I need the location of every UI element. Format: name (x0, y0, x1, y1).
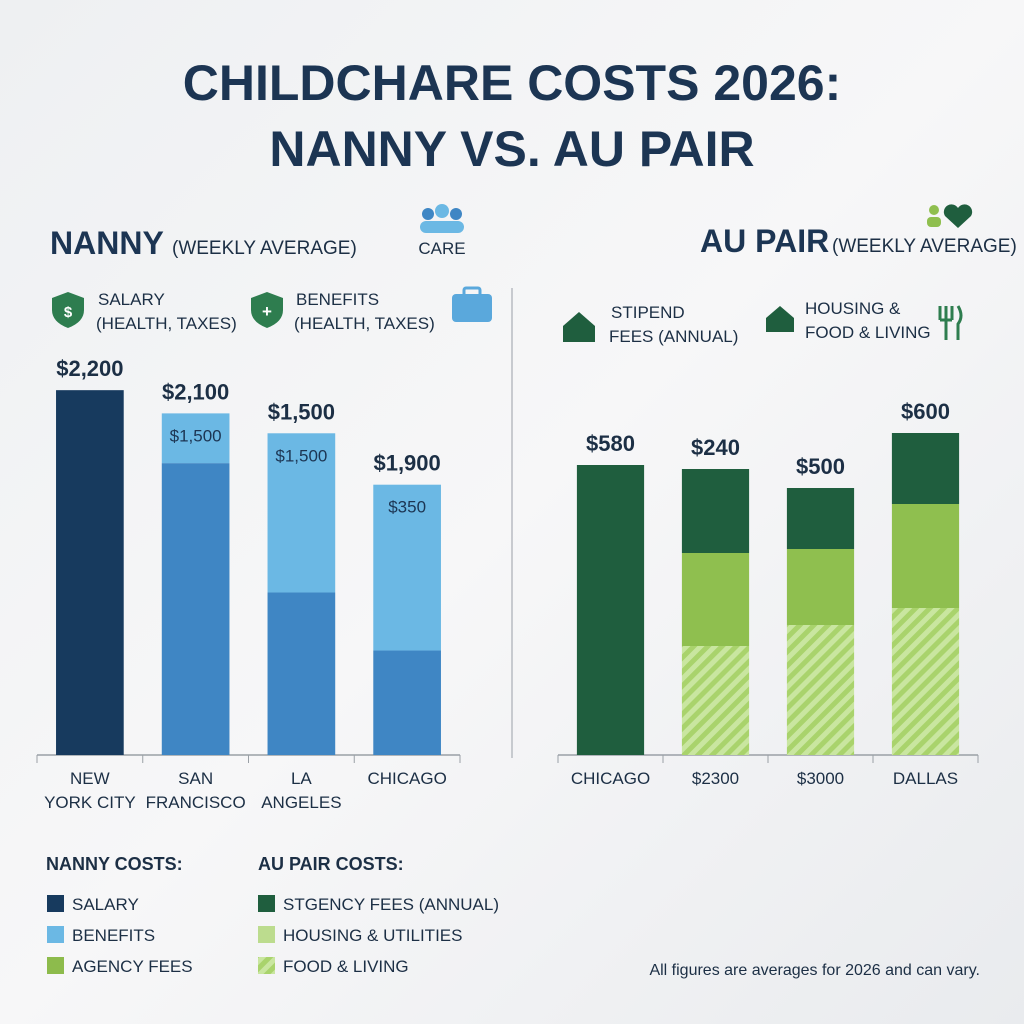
value-label: $1,900 (373, 451, 440, 476)
legend-swatch (47, 957, 64, 974)
x-tick-label: FRANCISCO (146, 793, 246, 812)
bar-segment (891, 608, 960, 755)
x-tick-label: CHICAGO (367, 769, 446, 788)
icon-label: (HEALTH, TAXES) (96, 314, 237, 333)
x-tick-label: CHICAGO (571, 769, 650, 788)
icon-label: (HEALTH, TAXES) (294, 314, 435, 333)
x-tick-label: LA (291, 769, 312, 788)
value-label: $580 (586, 431, 635, 456)
section-heading: NANNY (50, 225, 164, 261)
value-label: $2,100 (162, 379, 229, 404)
bar-segment (891, 433, 960, 504)
x-tick-label: $2300 (692, 769, 739, 788)
x-tick-label: NEW (70, 769, 110, 788)
section-subheading: (WEEKLY AVERAGE) (832, 236, 1017, 257)
legend-swatch (258, 957, 275, 974)
bar-segment (161, 413, 230, 464)
care-icon (420, 204, 464, 233)
title-line: NANNY VS. AU PAIR (269, 121, 754, 177)
x-tick-label: $3000 (797, 769, 844, 788)
icon-label: STIPEND (611, 303, 685, 322)
legend-label: AGENCY FEES (72, 957, 193, 976)
legend-swatch (47, 926, 64, 943)
legend-label: FOOD & LIVING (283, 957, 409, 976)
value-label: $2,200 (56, 356, 123, 381)
legend-swatch (47, 895, 64, 912)
inner-label: $1,500 (170, 426, 222, 445)
family-icon (927, 204, 973, 228)
legend-swatch (258, 895, 275, 912)
section-subheading: (WEEKLY AVERAGE) (172, 238, 357, 259)
legend-label: HOUSING & UTILITIES (283, 926, 462, 945)
legend-label: BENEFITS (72, 926, 155, 945)
bar-segment (267, 592, 336, 755)
value-label: $500 (796, 454, 845, 479)
x-tick-label: ANGELES (261, 793, 341, 812)
x-tick-label: DALLAS (893, 769, 958, 788)
shield-icon: $ (52, 292, 84, 328)
bar-segment (681, 469, 750, 553)
bar-segment (891, 504, 960, 608)
bar-segment (786, 625, 855, 755)
badge: CARE (418, 239, 465, 258)
bar-segment (786, 549, 855, 625)
bar-segment (161, 463, 230, 755)
legend-title: AU PAIR COSTS: (258, 854, 404, 874)
title-line: CHILDCHARE COSTS 2026: (183, 55, 841, 111)
bar-segment (681, 646, 750, 755)
legend-swatch (258, 926, 275, 943)
inner-label: $350 (388, 498, 426, 517)
bar-segment (373, 484, 441, 651)
value-label: $600 (901, 399, 950, 424)
bar-segment (786, 488, 855, 549)
legend-label: STGENCY FEES (ANNUAL) (283, 895, 499, 914)
icon-label: FOOD & LIVING (805, 323, 931, 342)
x-tick-label: SAN (178, 769, 213, 788)
legend-label: SALARY (72, 895, 139, 914)
x-tick-label: YORK CITY (44, 793, 136, 812)
svg-text:$: $ (64, 304, 73, 321)
value-label: $1,500 (268, 399, 335, 424)
icon-label: SALARY (98, 290, 165, 309)
legend-title: NANNY COSTS: (46, 854, 183, 874)
bar-segment (56, 390, 124, 755)
icon-label: BENEFITS (296, 290, 379, 309)
briefcase-icon (452, 286, 492, 322)
section-heading: AU PAIR (700, 223, 829, 259)
bar-segment (373, 650, 441, 755)
cutlery-icon (938, 305, 963, 340)
bar-segment (267, 433, 336, 593)
svg-text:+: + (262, 302, 272, 321)
icon-label: HOUSING & (805, 299, 901, 318)
inner-label: $1,500 (275, 446, 327, 465)
bar-segment (681, 553, 750, 646)
house-icon (766, 306, 794, 332)
footnote: All figures are averages for 2026 and ca… (649, 962, 980, 979)
house-icon (563, 312, 595, 342)
shield-icon: + (251, 292, 283, 328)
value-label: $240 (691, 435, 740, 460)
bar-segment (576, 465, 645, 755)
icon-label: FEES (ANNUAL) (609, 327, 738, 346)
